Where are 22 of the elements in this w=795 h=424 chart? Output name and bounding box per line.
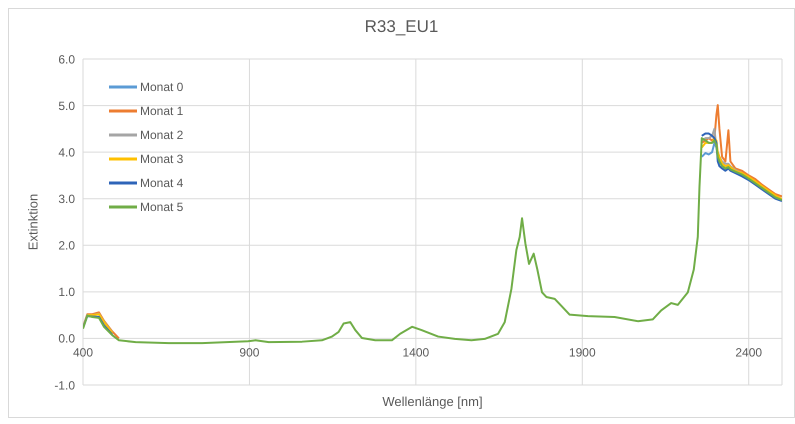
y-tick-label: 3.0 <box>58 192 76 206</box>
legend-label: Monat 3 <box>140 152 184 166</box>
legend-label: Monat 4 <box>140 176 184 190</box>
chart-title: R33_EU1 <box>364 17 440 37</box>
legend-label: Monat 5 <box>140 200 184 214</box>
legend-label: Monat 2 <box>140 128 184 142</box>
x-tick-label: 400 <box>72 345 94 360</box>
legend-label: Monat 1 <box>140 104 184 118</box>
x-axis-title: Wellenlänge [nm] <box>382 394 483 409</box>
y-tick-label: 0.0 <box>58 332 76 346</box>
x-tick-label: 900 <box>239 345 260 360</box>
y-tick-label: -1.0 <box>54 378 76 392</box>
x-tick-label: 2400 <box>735 345 762 360</box>
legend-label: Monat 0 <box>140 80 184 94</box>
y-tick-label: 4.0 <box>58 145 76 160</box>
x-tick-label: 1400 <box>402 345 430 360</box>
x-tick-label: 1900 <box>568 345 596 360</box>
y-tick-label: 5.0 <box>58 98 76 113</box>
y-tick-label: 1.0 <box>58 285 76 300</box>
y-tick-label: 2.0 <box>58 238 76 253</box>
y-axis-title: Extinktion <box>26 194 41 250</box>
y-tick-label: 6.0 <box>58 52 76 66</box>
